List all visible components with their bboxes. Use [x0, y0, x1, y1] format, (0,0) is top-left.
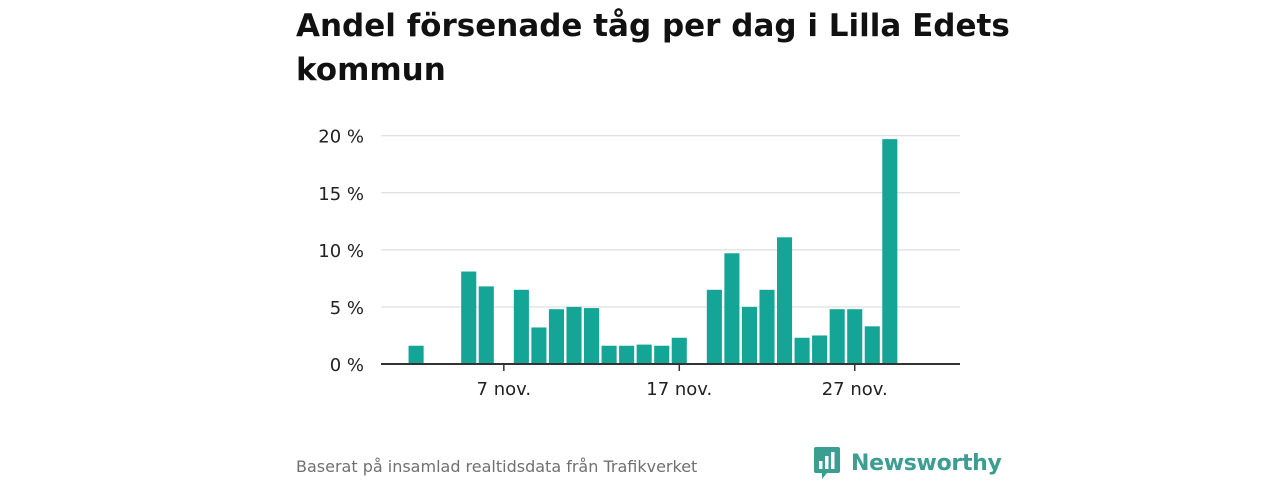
- y-axis-labels: 0 % 5 % 10 % 15 % 20 %: [318, 127, 364, 376]
- bar: [636, 344, 652, 364]
- bar: [601, 345, 617, 364]
- bar: [741, 306, 757, 364]
- source-note: Baserat på insamlad realtidsdata från Tr…: [296, 457, 698, 476]
- bar: [654, 345, 670, 364]
- bar: [584, 308, 600, 364]
- bar: [882, 139, 898, 364]
- bar: [408, 345, 424, 364]
- x-tick-label: 7 nov.: [477, 379, 532, 400]
- bar: [513, 289, 529, 364]
- bar: [478, 286, 494, 364]
- x-tick-label: 17 nov.: [646, 379, 712, 400]
- bars: [408, 139, 898, 364]
- bar: [864, 326, 880, 364]
- bar: [829, 309, 845, 364]
- bar-chart: 0 % 5 % 10 % 15 % 20 % 7 nov. 17 nov. 27 nov.: [318, 127, 960, 400]
- bar: [461, 271, 477, 364]
- bar: [548, 309, 564, 364]
- bar: [724, 253, 740, 364]
- bar: [759, 289, 775, 364]
- bar: [671, 337, 687, 364]
- bar: [706, 289, 722, 364]
- bar: [566, 306, 582, 364]
- bar: [619, 345, 635, 364]
- brand-name: Newsworthy: [851, 450, 1002, 476]
- y-tick-label: 20 %: [318, 127, 364, 148]
- bar: [812, 335, 828, 364]
- x-axis: 7 nov. 17 nov. 27 nov.: [381, 363, 960, 400]
- bar: [531, 327, 547, 364]
- y-tick-label: 15 %: [318, 184, 364, 205]
- x-tick-label: 27 nov.: [822, 379, 888, 400]
- bar: [794, 337, 810, 364]
- y-tick-label: 10 %: [318, 241, 364, 262]
- y-tick-label: 0 %: [330, 355, 364, 376]
- chart-title: Andel försenade tåg per dag i Lilla Edet…: [296, 8, 1010, 88]
- bar: [847, 309, 863, 364]
- newsworthy-logo-icon: [814, 447, 840, 479]
- bar: [777, 237, 793, 364]
- gridlines: [381, 135, 960, 308]
- y-tick-label: 5 %: [330, 298, 364, 319]
- brand-logo[interactable]: Newsworthy: [813, 445, 1002, 481]
